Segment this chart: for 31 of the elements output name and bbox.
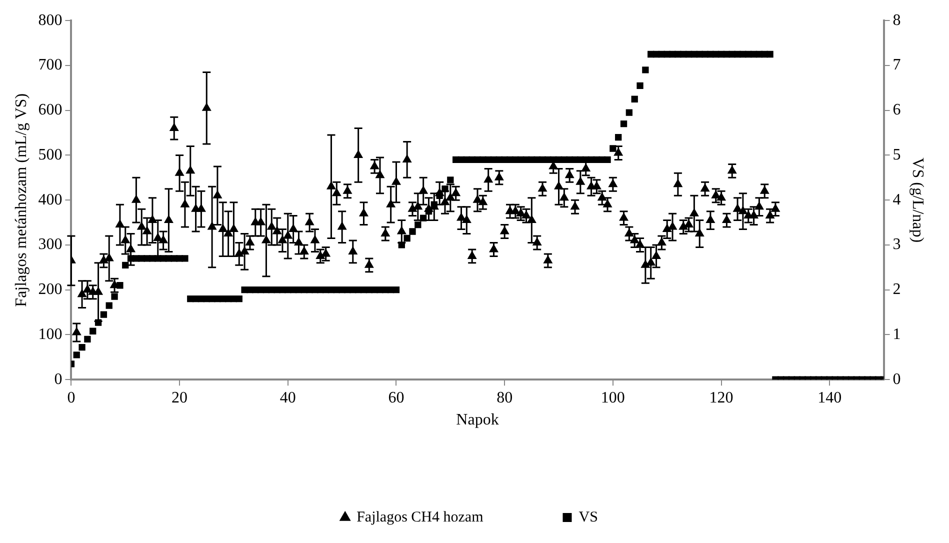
y-tick-label: 400 — [38, 191, 62, 208]
legend-label: VS — [578, 509, 598, 526]
x-tick-label: 80 — [496, 389, 513, 406]
legend-label: Fajlagos CH4 hozam — [356, 509, 484, 526]
y2-tick-label: 0 — [892, 370, 901, 388]
x-tick-label: 100 — [600, 389, 625, 406]
x-tick-label: 140 — [818, 389, 842, 406]
y-tick-label: 300 — [38, 236, 62, 254]
y2-tick-label: 3 — [892, 236, 901, 254]
y2-tick-label: 1 — [892, 326, 901, 343]
x-axis-title: Napok — [456, 412, 499, 429]
y-tick-label: 700 — [38, 56, 62, 74]
y2-axis-title: VS (g/L/nap) — [909, 158, 926, 243]
y-tick-label: 0 — [54, 370, 62, 388]
y-tick-label: 800 — [38, 12, 62, 29]
y-axis-title: Fajlagos metánhozam (mL/g VS) — [12, 93, 30, 307]
y2-tick-label: 4 — [892, 191, 901, 208]
y-tick-label: 200 — [38, 281, 62, 298]
y-tick-label: 100 — [38, 326, 62, 343]
y2-tick-label: 2 — [892, 281, 901, 298]
x-tick-label: 120 — [709, 389, 734, 406]
x-tick-label: 0 — [67, 389, 76, 406]
x-tick-label: 20 — [172, 389, 188, 406]
x-tick-label: 40 — [280, 389, 296, 406]
y2-tick-label: 5 — [892, 146, 901, 164]
y-tick-label: 500 — [38, 146, 62, 164]
y2-tick-label: 6 — [892, 102, 901, 119]
y2-tick-label: 8 — [892, 12, 901, 29]
x-tick-label: 60 — [388, 389, 404, 406]
y2-tick-label: 7 — [892, 56, 901, 74]
y-tick-label: 600 — [38, 102, 62, 119]
